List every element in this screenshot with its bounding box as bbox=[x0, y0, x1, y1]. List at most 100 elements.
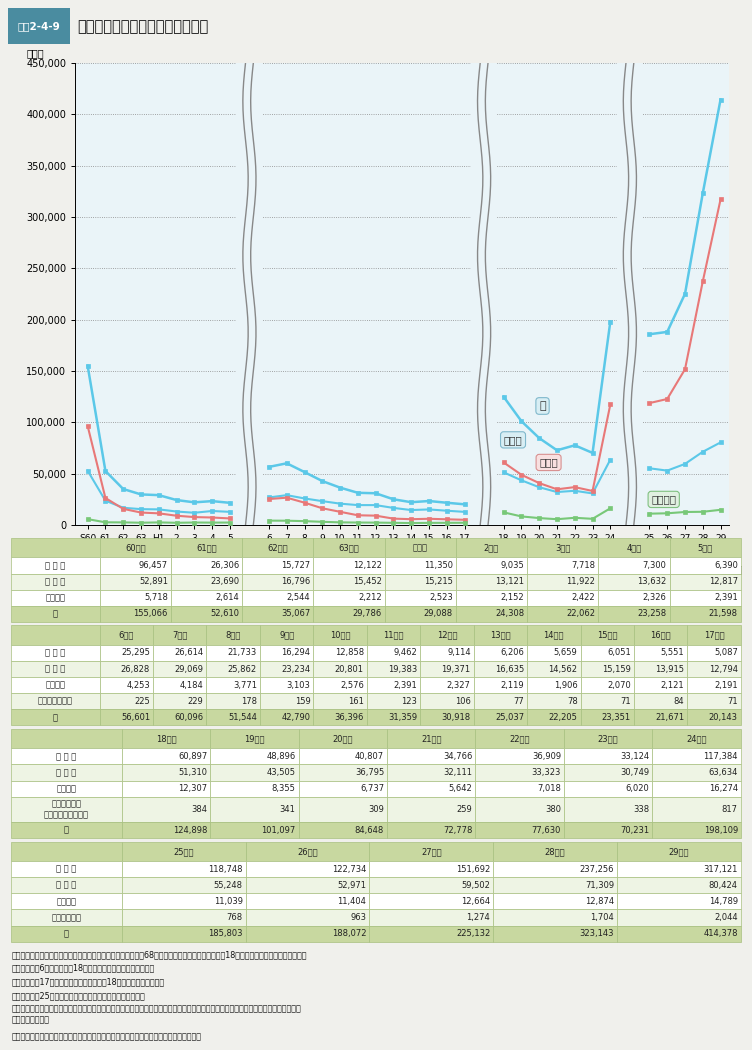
Bar bbox=[153, 626, 207, 645]
Bar bbox=[420, 662, 474, 677]
Bar bbox=[456, 590, 527, 606]
Bar bbox=[617, 878, 741, 894]
Text: 9,035: 9,035 bbox=[500, 561, 524, 570]
Text: 23,234: 23,234 bbox=[281, 665, 311, 673]
Text: 2,152: 2,152 bbox=[501, 593, 524, 603]
Bar bbox=[260, 710, 314, 726]
Text: 計: 計 bbox=[53, 713, 58, 721]
Text: 中 学 校: 中 学 校 bbox=[56, 881, 77, 889]
Bar bbox=[387, 822, 475, 838]
Text: 小 学 校: 小 学 校 bbox=[45, 649, 65, 657]
Text: 2,191: 2,191 bbox=[714, 680, 738, 690]
Text: 323,143: 323,143 bbox=[580, 929, 614, 938]
Bar bbox=[314, 573, 384, 590]
Text: （出典）文部科学省「児童生徒の問題行動・不登校等生徒指導上の諸課題に関する調査」: （出典）文部科学省「児童生徒の問題行動・不登校等生徒指導上の諸課題に関する調査」 bbox=[11, 1032, 202, 1041]
Text: 31,359: 31,359 bbox=[388, 713, 417, 721]
Text: 341: 341 bbox=[280, 805, 296, 814]
Bar bbox=[211, 780, 299, 797]
Bar bbox=[384, 558, 456, 573]
Text: 317,121: 317,121 bbox=[703, 865, 738, 874]
Text: 124,898: 124,898 bbox=[173, 825, 208, 835]
Text: 52,891: 52,891 bbox=[139, 578, 168, 586]
Text: 23,258: 23,258 bbox=[638, 609, 666, 618]
Text: 155,066: 155,066 bbox=[134, 609, 168, 618]
Bar bbox=[367, 662, 420, 677]
Text: 61年度: 61年度 bbox=[196, 543, 217, 552]
Text: 71: 71 bbox=[620, 697, 631, 706]
Bar bbox=[493, 842, 617, 861]
Bar bbox=[99, 693, 153, 710]
Text: 計: 計 bbox=[64, 929, 69, 938]
Text: 25年度: 25年度 bbox=[174, 847, 194, 856]
Bar bbox=[367, 710, 420, 726]
Bar bbox=[299, 822, 387, 838]
Bar bbox=[122, 878, 246, 894]
Text: 2,070: 2,070 bbox=[607, 680, 631, 690]
Bar bbox=[634, 645, 687, 662]
Bar bbox=[617, 926, 741, 942]
Text: 30,918: 30,918 bbox=[441, 713, 471, 721]
Bar bbox=[11, 926, 122, 942]
Text: 7,018: 7,018 bbox=[537, 784, 561, 793]
Text: 11年度: 11年度 bbox=[384, 631, 404, 639]
Text: 101,097: 101,097 bbox=[262, 825, 296, 835]
Text: 図袅2-4-9: 図袅2-4-9 bbox=[17, 21, 60, 32]
Text: 84,648: 84,648 bbox=[355, 825, 384, 835]
Text: 13,632: 13,632 bbox=[638, 578, 666, 586]
Bar bbox=[687, 662, 741, 677]
Bar bbox=[527, 558, 599, 573]
Bar bbox=[493, 878, 617, 894]
Text: 5,642: 5,642 bbox=[449, 784, 472, 793]
Text: 25,295: 25,295 bbox=[121, 649, 150, 657]
Text: 16,274: 16,274 bbox=[708, 784, 738, 793]
Text: 2,523: 2,523 bbox=[429, 593, 453, 603]
Text: 25,862: 25,862 bbox=[228, 665, 257, 673]
Text: 2,544: 2,544 bbox=[287, 593, 311, 603]
Bar bbox=[420, 710, 474, 726]
Bar bbox=[527, 538, 599, 558]
Text: 小 学 校: 小 学 校 bbox=[56, 865, 77, 874]
Text: 237,256: 237,256 bbox=[580, 865, 614, 874]
Bar bbox=[599, 590, 669, 606]
Text: 小学校: 小学校 bbox=[539, 458, 558, 467]
Text: 8,355: 8,355 bbox=[271, 784, 296, 793]
Bar bbox=[653, 780, 741, 797]
Text: 9,462: 9,462 bbox=[393, 649, 417, 657]
Bar bbox=[211, 764, 299, 780]
Text: 2,422: 2,422 bbox=[572, 593, 596, 603]
Bar bbox=[474, 710, 527, 726]
Bar bbox=[527, 662, 581, 677]
Text: 2,391: 2,391 bbox=[714, 593, 738, 603]
Text: 77: 77 bbox=[514, 697, 524, 706]
Bar bbox=[527, 710, 581, 726]
Text: 338: 338 bbox=[633, 805, 650, 814]
Bar bbox=[653, 749, 741, 764]
Text: 3年度: 3年度 bbox=[555, 543, 570, 552]
Text: 16年度: 16年度 bbox=[650, 631, 671, 639]
Bar bbox=[617, 842, 741, 861]
Bar bbox=[617, 909, 741, 926]
Text: 77,630: 77,630 bbox=[532, 825, 561, 835]
Text: 12,122: 12,122 bbox=[353, 561, 382, 570]
Text: 123: 123 bbox=[402, 697, 417, 706]
Bar bbox=[11, 558, 99, 573]
Text: 2,576: 2,576 bbox=[340, 680, 364, 690]
Text: 12,874: 12,874 bbox=[585, 897, 614, 906]
Text: 9,114: 9,114 bbox=[447, 649, 471, 657]
Text: 26,306: 26,306 bbox=[210, 561, 239, 570]
Text: 768: 768 bbox=[226, 914, 243, 922]
Bar bbox=[617, 861, 741, 878]
Bar bbox=[8, 8, 70, 44]
Text: 62年度: 62年度 bbox=[268, 543, 288, 552]
Text: 中 学 校: 中 学 校 bbox=[56, 768, 77, 777]
Text: 計: 計 bbox=[53, 609, 58, 618]
Text: 414,378: 414,378 bbox=[703, 929, 738, 938]
Bar bbox=[299, 780, 387, 797]
Text: 22年度: 22年度 bbox=[509, 734, 530, 743]
Text: 84: 84 bbox=[674, 697, 684, 706]
Bar bbox=[11, 645, 99, 662]
Bar bbox=[653, 729, 741, 749]
Text: 5,659: 5,659 bbox=[553, 649, 578, 657]
Text: 15,215: 15,215 bbox=[424, 578, 453, 586]
Bar bbox=[369, 861, 493, 878]
